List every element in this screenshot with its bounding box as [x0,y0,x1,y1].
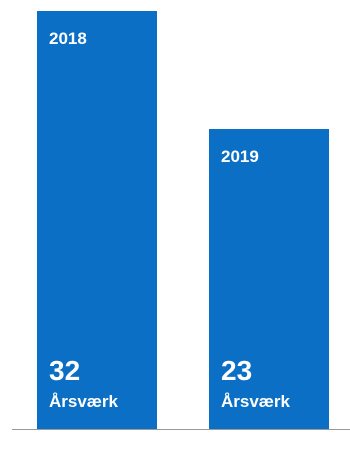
bar-unit-label: Årsværk [221,392,290,411]
bar-value-label: 32 [49,355,81,386]
chart-baseline [12,429,350,430]
bar-2018: 2018 32 Årsværk [37,11,157,429]
bar-category-label: 2019 [221,147,259,166]
bar-2019: 2019 23 Årsværk [209,129,329,429]
bar-category-label: 2018 [49,29,87,48]
bar-value-label: 23 [221,355,253,386]
bar-unit-label: Årsværk [49,392,118,411]
